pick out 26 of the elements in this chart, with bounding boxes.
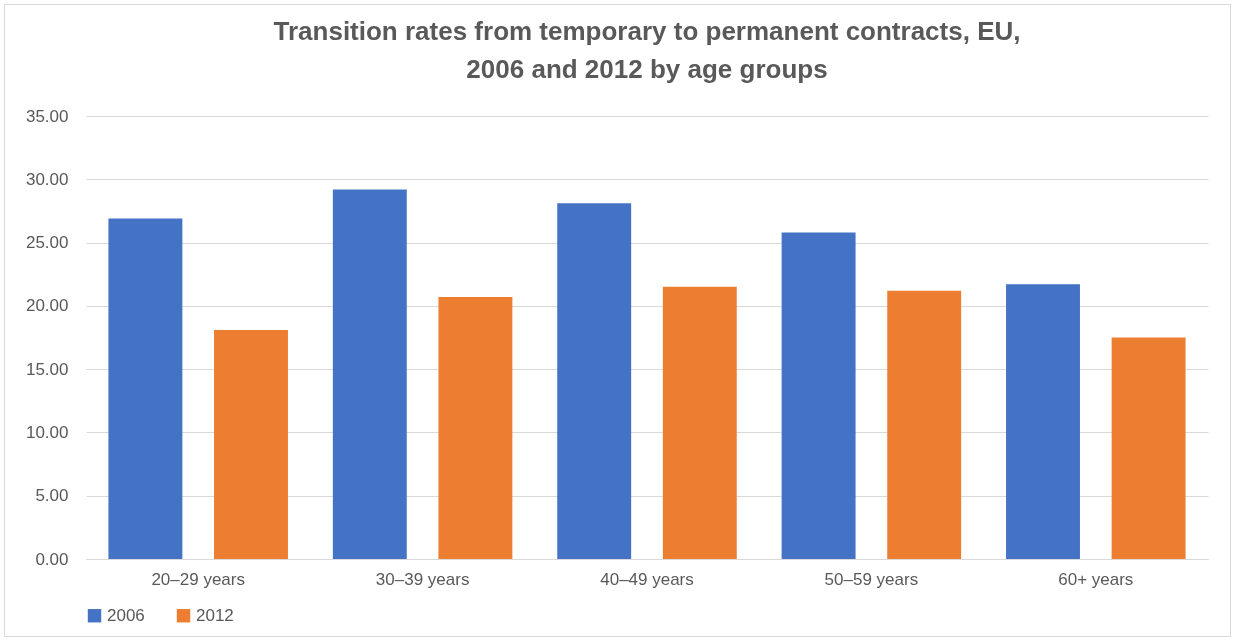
- bar: [1006, 284, 1080, 559]
- y-tick-label: 20.00: [25, 296, 69, 316]
- x-tick-label: 30–39 years: [375, 569, 470, 589]
- bar: [438, 297, 513, 559]
- bar: [887, 290, 962, 559]
- y-tick-label: 15.00: [25, 359, 69, 379]
- bar: [1111, 337, 1186, 559]
- bar: [781, 232, 856, 559]
- bar: [332, 189, 407, 559]
- bar: [662, 286, 737, 559]
- y-tick-label: 0.00: [35, 549, 69, 569]
- x-tick-label: 50–59 years: [824, 569, 919, 589]
- bar: [557, 203, 632, 559]
- y-tick-label: 30.00: [25, 169, 69, 189]
- legend-label: 2006: [107, 605, 145, 625]
- x-tick-label: 20–29 years: [151, 569, 245, 589]
- bar: [214, 329, 288, 559]
- x-tick-label: 40–49 years: [600, 569, 694, 589]
- y-tick-label: 10.00: [25, 422, 69, 442]
- chart-title: Transition rates from temporary to permanent contracts, EU, 2006 and 2012 by age groups: [273, 16, 1021, 84]
- y-tick-label: 25.00: [25, 233, 69, 253]
- bar: [108, 218, 183, 559]
- x-tick-label: 60+ years: [1058, 569, 1134, 589]
- y-tick-label: 5.00: [35, 486, 69, 506]
- legend-label: 2012: [196, 605, 234, 625]
- y-tick-label: 35.00: [25, 106, 69, 126]
